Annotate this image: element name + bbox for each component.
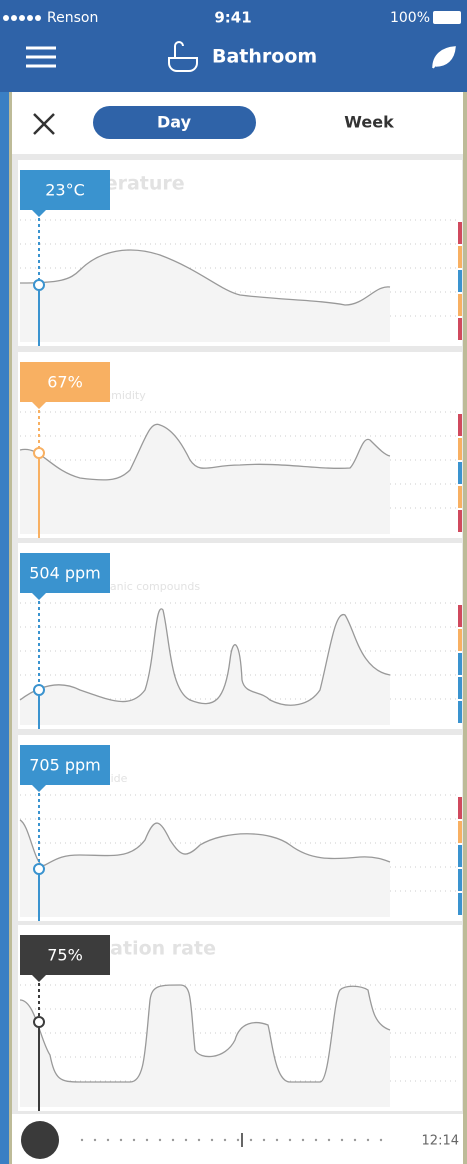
tab-label[interactable]: Week xyxy=(344,113,394,132)
badge xyxy=(20,745,110,792)
dot xyxy=(210,1138,214,1142)
badge-value: 75% xyxy=(47,946,83,965)
dot xyxy=(262,1138,266,1142)
dot xyxy=(223,1138,227,1142)
timeline-dots xyxy=(80,1138,383,1142)
cursor-dot xyxy=(33,863,45,875)
chart-area xyxy=(20,608,390,725)
dot xyxy=(301,1138,305,1142)
badge-value: 504 ppm xyxy=(29,564,101,583)
badge-value: 67% xyxy=(47,373,83,392)
tab-label[interactable]: Day xyxy=(157,113,192,132)
dot xyxy=(93,1138,97,1142)
tab-day[interactable] xyxy=(93,106,256,139)
side-strip xyxy=(0,92,9,1164)
dot xyxy=(119,1138,123,1142)
eco-button[interactable] xyxy=(432,46,456,69)
chart-line xyxy=(19,984,391,1083)
level-strip xyxy=(458,605,462,627)
level-strip xyxy=(458,246,462,268)
dot xyxy=(80,1138,84,1142)
chart-area xyxy=(20,820,390,917)
cursor-dot xyxy=(33,684,45,696)
dot xyxy=(106,1138,110,1142)
chart-line xyxy=(19,249,391,306)
dot xyxy=(145,1138,149,1142)
timeline-knob[interactable] xyxy=(21,1121,59,1159)
dot xyxy=(184,1138,188,1142)
dot xyxy=(275,1138,279,1142)
badge xyxy=(20,362,110,409)
badge xyxy=(20,170,110,217)
chart-area xyxy=(20,985,390,1107)
level-strip xyxy=(458,629,462,651)
cursor-dot xyxy=(33,279,45,291)
level-strip xyxy=(458,797,462,819)
badge xyxy=(20,553,110,600)
dot xyxy=(327,1138,331,1142)
dot xyxy=(249,1138,253,1142)
level-strip xyxy=(458,414,462,436)
timeline-time: 12:14 xyxy=(422,1134,459,1149)
level-strip xyxy=(458,438,462,460)
level-strip xyxy=(458,222,462,244)
badge-value: 23°C xyxy=(45,181,85,200)
dot xyxy=(171,1138,175,1142)
chart-area xyxy=(20,250,390,342)
chart-line xyxy=(19,819,391,866)
level-strip xyxy=(458,318,462,340)
level-strip xyxy=(458,486,462,508)
dot xyxy=(314,1138,318,1142)
dot xyxy=(132,1138,136,1142)
battery-text: 100% xyxy=(390,10,430,26)
dot xyxy=(197,1138,201,1142)
level-strip xyxy=(458,845,462,867)
dot xyxy=(158,1138,162,1142)
menu-button[interactable] xyxy=(26,46,56,68)
chart-area xyxy=(20,424,390,534)
header-title: Bathroom xyxy=(212,46,317,68)
bath-icon xyxy=(168,41,198,72)
level-strip xyxy=(458,653,462,675)
badge xyxy=(20,935,110,982)
clock: 9:41 xyxy=(214,9,251,27)
level-strip xyxy=(458,462,462,484)
dot xyxy=(288,1138,292,1142)
level-strip xyxy=(458,869,462,891)
level-strip xyxy=(458,893,462,915)
dot xyxy=(236,1138,240,1142)
dot xyxy=(379,1138,383,1142)
header-bg xyxy=(0,0,467,92)
battery-icon xyxy=(433,11,461,24)
level-strip xyxy=(458,510,462,532)
cursor-dot xyxy=(33,447,45,459)
signal-dots xyxy=(3,15,41,21)
dot xyxy=(340,1138,344,1142)
badge-value: 705 ppm xyxy=(29,756,101,775)
chart-line xyxy=(19,608,391,706)
chart-line xyxy=(19,423,391,481)
carrier: Renson xyxy=(47,10,98,26)
dot xyxy=(353,1138,357,1142)
level-strip xyxy=(458,294,462,316)
level-strip xyxy=(458,677,462,699)
close-button[interactable] xyxy=(33,113,55,135)
cursor-dot xyxy=(33,1016,45,1028)
dot xyxy=(366,1138,370,1142)
level-strip xyxy=(458,821,462,843)
level-strip xyxy=(458,270,462,292)
level-strip xyxy=(458,701,462,723)
